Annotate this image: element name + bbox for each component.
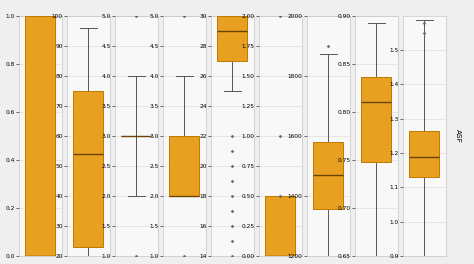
Y-axis label: eTIV: eTIV	[359, 128, 365, 144]
Y-axis label: Educ: Educ	[167, 127, 173, 145]
Y-axis label: nWBV: nWBV	[407, 125, 413, 147]
Bar	[26, 16, 55, 256]
Bar	[169, 136, 199, 196]
Y-axis label: MMSE: MMSE	[264, 125, 269, 147]
Bar	[361, 77, 391, 162]
Y-axis label: SES: SES	[215, 129, 221, 143]
Bar	[265, 196, 295, 256]
Bar	[409, 131, 439, 177]
Bar	[313, 142, 343, 209]
Y-axis label: Age: Age	[119, 129, 126, 143]
Y-axis label: M/F: M/F	[72, 130, 78, 142]
Y-axis label: CDR: CDR	[311, 128, 318, 144]
Bar	[217, 16, 247, 61]
Bar	[73, 91, 103, 247]
Y-axis label: ASF: ASF	[456, 129, 461, 143]
